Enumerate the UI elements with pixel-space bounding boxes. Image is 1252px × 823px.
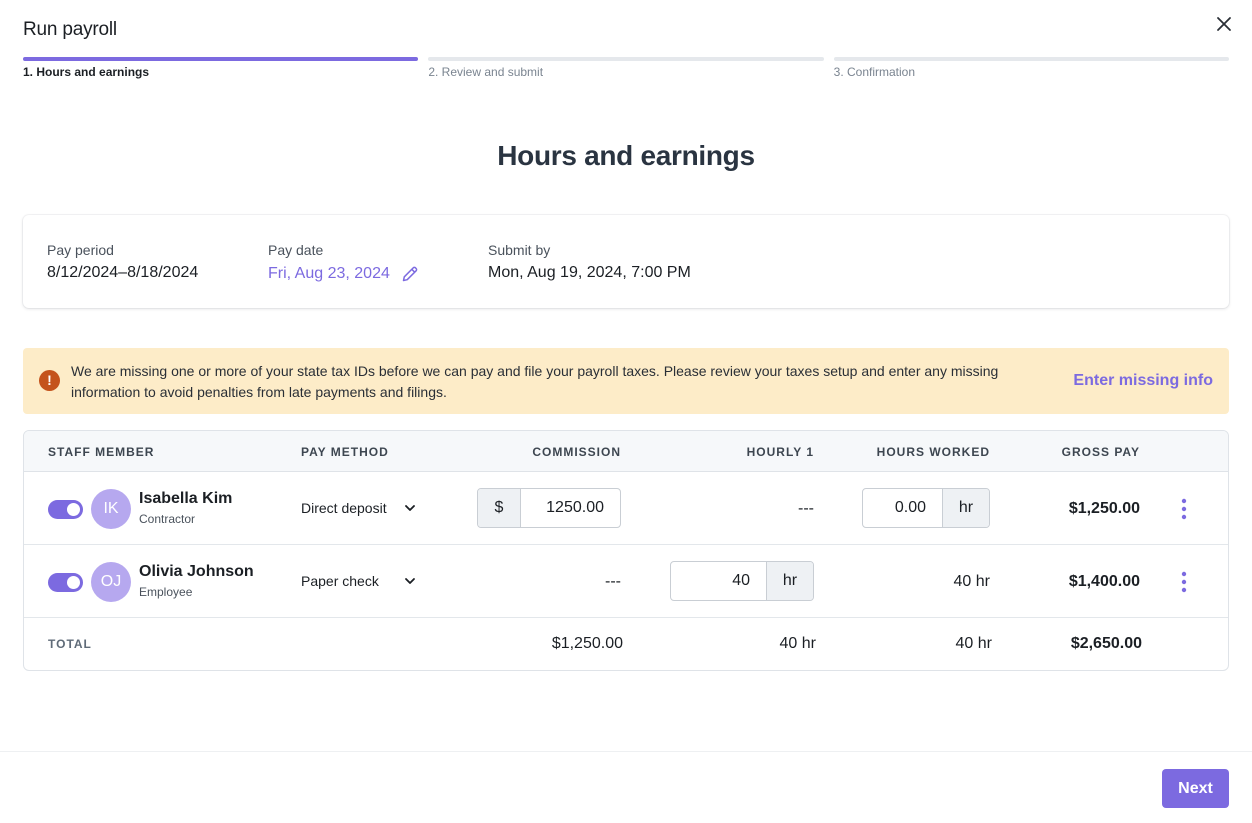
- hours-suffix: hr: [942, 489, 989, 527]
- page-heading: Hours and earnings: [497, 140, 755, 171]
- total-row: TOTAL $1,250.00 40 hr 40 hr $2,650.00: [24, 618, 1164, 670]
- column-header-hourly: HOURLY 1: [746, 445, 814, 459]
- total-commission: $1,250.00: [551, 635, 623, 652]
- include-toggle[interactable]: [48, 500, 83, 519]
- hours-worked: 40 hr: [953, 573, 990, 590]
- pay-date-section: Pay date Fri, Aug 23, 2024: [268, 242, 420, 284]
- step-bar: [23, 57, 419, 61]
- column-header-hours-worked: HOURS WORKED: [876, 445, 990, 459]
- pay-method-select[interactable]: Paper check: [301, 573, 421, 589]
- pay-method-select[interactable]: Direct deposit: [301, 500, 421, 516]
- include-toggle[interactable]: [48, 573, 83, 592]
- hours-input[interactable]: 0.00: [894, 499, 926, 516]
- missing-tax-id-alert: ! We are missing one or more of your sta…: [23, 348, 1229, 414]
- table-header: STAFF MEMBER PAY METHOD COMMISSION HOURL…: [24, 431, 1228, 472]
- step-label: 3. Confirmation: [833, 65, 916, 79]
- pay-period-label: Pay period: [47, 242, 114, 258]
- total-hourly: 40 hr: [779, 635, 816, 652]
- avatar: IK: [91, 489, 131, 529]
- currency-prefix: $: [478, 489, 521, 527]
- dialog-title: Run payroll: [23, 19, 117, 40]
- warning-icon: !: [39, 370, 60, 391]
- progress-stepper: 1. Hours and earnings 2. Review and subm…: [23, 57, 1229, 79]
- hourly-suffix: hr: [766, 562, 813, 600]
- column-header-commission: COMMISSION: [532, 445, 621, 459]
- dialog-footer: Next: [0, 751, 1252, 823]
- staff-name: Isabella Kim: [139, 490, 233, 507]
- step-bar: [428, 57, 824, 61]
- chevron-down-icon: [405, 578, 415, 584]
- table-row: IK Isabella Kim Contractor Direct deposi…: [24, 472, 1228, 545]
- submit-by-value: Mon, Aug 19, 2024, 7:00 PM: [488, 264, 691, 281]
- submit-by-label: Submit by: [488, 242, 551, 258]
- hourly-input-group: 40 hr: [670, 561, 814, 601]
- close-icon[interactable]: [1214, 14, 1234, 34]
- column-header-pay-method: PAY METHOD: [301, 445, 389, 459]
- staff-name: Olivia Johnson: [139, 563, 254, 580]
- chevron-down-icon: [405, 505, 415, 511]
- step-bar: [833, 57, 1229, 61]
- column-header-staff: STAFF MEMBER: [48, 445, 155, 459]
- payroll-table: STAFF MEMBER PAY METHOD COMMISSION HOURL…: [23, 430, 1229, 671]
- pay-date-link[interactable]: Fri, Aug 23, 2024: [268, 264, 420, 284]
- hours-input-group: 0.00 hr: [862, 488, 990, 528]
- column-header-gross-pay: GROSS PAY: [1061, 445, 1140, 459]
- staff-role: Employee: [139, 585, 193, 599]
- gross-pay: $1,250.00: [1068, 500, 1140, 517]
- pay-method-value: Direct deposit: [301, 500, 387, 516]
- submit-by-section: Submit by Mon, Aug 19, 2024, 7:00 PM: [488, 242, 691, 282]
- total-hours-worked: 40 hr: [955, 635, 992, 652]
- more-options-icon[interactable]: [1179, 571, 1189, 593]
- avatar: OJ: [91, 562, 131, 602]
- gross-pay: $1,400.00: [1068, 573, 1140, 590]
- pay-period-card: Pay period 8/12/2024–8/18/2024 Pay date …: [23, 215, 1229, 308]
- pay-date-label: Pay date: [268, 242, 324, 258]
- total-label: TOTAL: [48, 637, 92, 651]
- alert-message: We are missing one or more of your state…: [71, 363, 999, 400]
- step-label: 2. Review and submit: [428, 65, 544, 79]
- pay-method-value: Paper check: [301, 573, 379, 589]
- step-label: 1. Hours and earnings: [23, 65, 150, 79]
- pencil-icon[interactable]: [400, 264, 420, 284]
- commission-value: ---: [605, 573, 621, 590]
- step-confirmation: 3. Confirmation: [833, 57, 1229, 79]
- total-gross-pay: $2,650.00: [1070, 635, 1142, 652]
- hourly-input[interactable]: 40: [732, 572, 750, 589]
- staff-role: Contractor: [139, 512, 196, 526]
- step-review-and-submit: 2. Review and submit: [428, 57, 824, 79]
- next-button[interactable]: Next: [1162, 769, 1229, 808]
- table-row: OJ Olivia Johnson Employee Paper check -…: [24, 545, 1228, 618]
- toggle-knob: [67, 576, 80, 589]
- pay-period-section: Pay period 8/12/2024–8/18/2024: [47, 242, 198, 282]
- dialog-header: Run payroll: [0, 0, 1252, 100]
- toggle-knob: [67, 503, 80, 516]
- pay-date-value: Fri, Aug 23, 2024: [268, 265, 390, 282]
- step-hours-and-earnings: 1. Hours and earnings: [23, 57, 419, 79]
- more-options-icon[interactable]: [1179, 498, 1189, 520]
- pay-period-value: 8/12/2024–8/18/2024: [47, 264, 199, 281]
- commission-input-group: $ 1250.00: [477, 488, 621, 528]
- enter-missing-info-link[interactable]: Enter missing info: [1073, 372, 1213, 389]
- hourly-value: ---: [798, 500, 814, 517]
- commission-input[interactable]: 1250.00: [546, 499, 604, 516]
